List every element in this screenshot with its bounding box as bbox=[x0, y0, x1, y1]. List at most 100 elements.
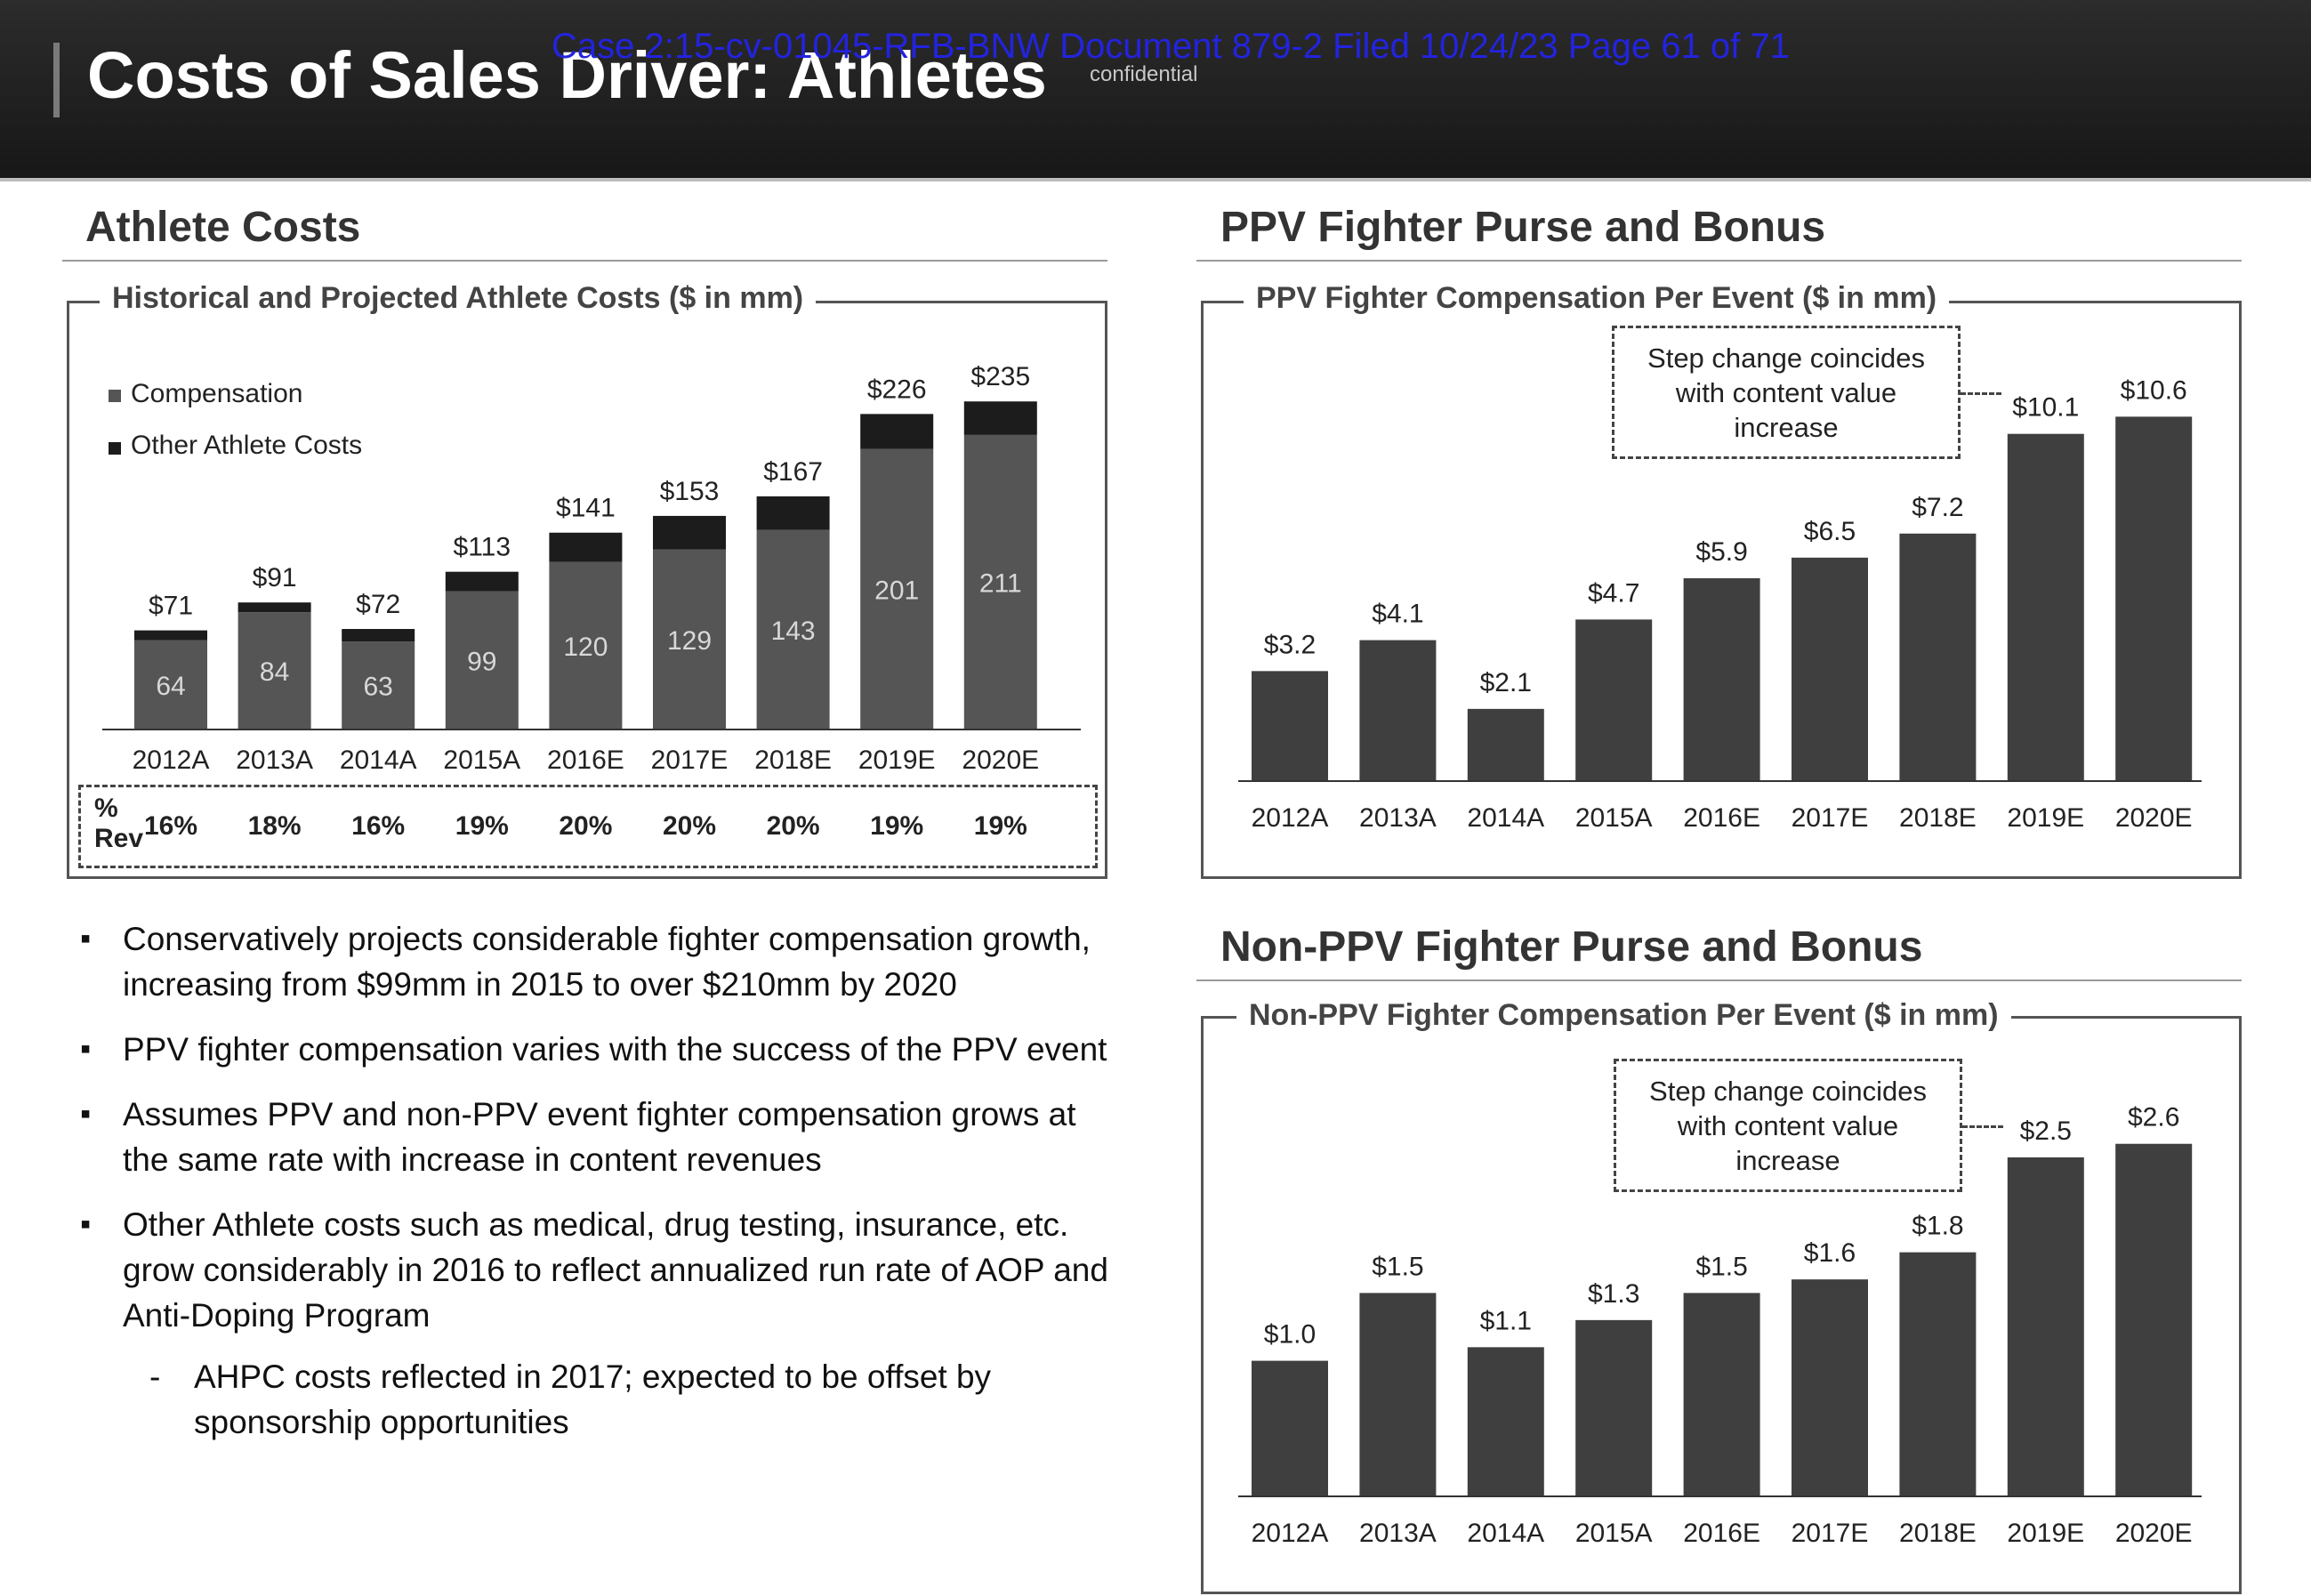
ppv-chart: $3.2 2012A $4.1 2013A $2.1 2014A $4.7 2015A $5.9… bbox=[1238, 375, 2202, 833]
category-tick-label: 2019E bbox=[2007, 1519, 2084, 1548]
pct-rev-value: 19% bbox=[455, 811, 509, 841]
bar-value-label: $1.3 bbox=[1588, 1279, 1639, 1309]
bar-value-label: $1.5 bbox=[1695, 1252, 1747, 1281]
bar-compensation bbox=[756, 529, 830, 729]
ppv-note-text: Step change coincides with content value… bbox=[1617, 341, 1955, 445]
nonppv-note-line3: increase bbox=[1735, 1145, 1840, 1176]
compensation-value-label: 143 bbox=[771, 617, 816, 646]
bar-compensation bbox=[445, 591, 519, 729]
bar-value-label: $2.6 bbox=[2128, 1103, 2179, 1133]
total-value-label: $141 bbox=[556, 494, 616, 523]
bar-compensation bbox=[963, 434, 1037, 729]
bar-value-label: $1.1 bbox=[1480, 1306, 1532, 1335]
bar-other-athlete-costs bbox=[549, 532, 623, 562]
ppv-note-leader bbox=[1961, 392, 2001, 395]
pct-rev-value: 19% bbox=[870, 811, 924, 841]
compensation-value-label: 201 bbox=[874, 576, 919, 605]
bar bbox=[1683, 578, 1760, 781]
category-tick-label: 2014A bbox=[1467, 803, 1544, 833]
legend-label-other: Other Athlete Costs bbox=[131, 431, 362, 460]
nonppv-note-line1: Step change coincides bbox=[1649, 1076, 1927, 1107]
bar-other-athlete-costs bbox=[134, 630, 207, 641]
category-tick-label: 2015A bbox=[1575, 803, 1653, 833]
bar bbox=[1899, 533, 1977, 781]
confidential-mark: confidential bbox=[1090, 62, 1198, 86]
bar bbox=[1252, 1360, 1328, 1496]
pct-rev-value: 18% bbox=[247, 811, 302, 841]
compensation-value-label: 64 bbox=[156, 672, 185, 701]
pct-rev-label: % Rev bbox=[94, 794, 143, 854]
total-value-label: $72 bbox=[356, 590, 400, 619]
athlete-costs-chart-title: Historical and Projected Athlete Costs (… bbox=[100, 281, 817, 316]
court-filing-stamp: Case 2:15-cv-01045-RFB-BNW Document 879-… bbox=[552, 27, 1790, 66]
bar bbox=[1359, 1293, 1437, 1496]
bar-value-label: $2.5 bbox=[2020, 1116, 2072, 1146]
bar-other-athlete-costs bbox=[238, 602, 311, 613]
category-tick-label: 2016E bbox=[547, 746, 624, 775]
bar-value-label: $7.2 bbox=[1912, 493, 1963, 522]
total-value-label: $91 bbox=[253, 563, 297, 592]
bar-value-label: $1.6 bbox=[1804, 1238, 1856, 1268]
compensation-value-label: 63 bbox=[364, 673, 393, 702]
bar-value-label: $3.2 bbox=[1264, 630, 1316, 659]
header-band: Costs of Sales Driver: Athletes Case 2:1… bbox=[0, 0, 2311, 178]
ppv-heading: PPV Fighter Purse and Bonus bbox=[1220, 204, 1826, 251]
legend-swatch-other bbox=[109, 442, 121, 455]
pct-rev-value: 19% bbox=[973, 811, 1027, 841]
bar bbox=[1683, 1293, 1760, 1496]
category-tick-label: 2012A bbox=[1252, 803, 1329, 833]
sub-bullet-item: AHPC costs reflected in 2017; expected t… bbox=[80, 1354, 1112, 1445]
category-tick-label: 2012A bbox=[133, 746, 210, 775]
total-value-label: $153 bbox=[660, 477, 720, 506]
category-tick-label: 2020E bbox=[2115, 803, 2193, 833]
bar-compensation bbox=[134, 640, 207, 729]
category-tick-label: 2015A bbox=[443, 746, 520, 775]
category-tick-label: 2013A bbox=[1359, 1519, 1437, 1548]
nonppv-underline bbox=[1196, 979, 2242, 981]
compensation-value-label: 129 bbox=[667, 626, 712, 656]
bar-other-athlete-costs bbox=[445, 571, 519, 592]
bar-other-athlete-costs bbox=[342, 629, 415, 642]
total-value-label: $71 bbox=[149, 592, 193, 621]
category-tick-label: 2014A bbox=[340, 746, 417, 775]
bar-other-athlete-costs bbox=[860, 414, 934, 449]
ppv-chart-title: PPV Fighter Compensation Per Event ($ in… bbox=[1244, 281, 1950, 316]
bullet-list: Conservatively projects considerable fig… bbox=[80, 916, 1112, 1445]
ppv-underline bbox=[1196, 260, 2242, 262]
category-tick-label: 2014A bbox=[1467, 1519, 1544, 1548]
bar-compensation bbox=[860, 448, 934, 729]
pct-rev-label-line1: % bbox=[94, 794, 118, 823]
bar bbox=[1792, 557, 1868, 781]
bar-compensation bbox=[653, 549, 726, 729]
bar-value-label: $2.1 bbox=[1480, 668, 1532, 697]
page-title: Costs of Sales Driver: Athletes bbox=[87, 38, 1047, 112]
bar bbox=[1575, 619, 1653, 781]
nonppv-note-text: Step change coincides with content value… bbox=[1619, 1074, 1957, 1178]
bar bbox=[1252, 671, 1328, 781]
bar bbox=[2115, 416, 2193, 781]
category-tick-label: 2018E bbox=[1899, 803, 1977, 833]
pct-rev-value: 20% bbox=[766, 811, 820, 841]
bullet-item: PPV fighter compensation varies with the… bbox=[80, 1027, 1112, 1072]
ppv-note-line3: increase bbox=[1734, 412, 1839, 443]
category-tick-label: 2017E bbox=[1792, 1519, 1869, 1548]
pct-rev-value: 16% bbox=[143, 811, 198, 841]
bar bbox=[1792, 1279, 1868, 1496]
category-tick-label: 2020E bbox=[2115, 1519, 2193, 1548]
total-value-label: $113 bbox=[454, 533, 511, 562]
bullet-item: Other Athlete costs such as medical, dru… bbox=[80, 1202, 1112, 1338]
bar-compensation bbox=[342, 641, 415, 729]
category-tick-label: 2018E bbox=[1899, 1519, 1977, 1548]
nonppv-chart: $1.0 2012A $1.5 2013A $1.1 2014A $1.3 2015A $1.5… bbox=[1238, 1103, 2202, 1548]
total-value-label: $167 bbox=[763, 457, 823, 487]
nonppv-heading: Non-PPV Fighter Purse and Bonus bbox=[1220, 923, 1923, 971]
bar-value-label: $6.5 bbox=[1804, 517, 1856, 546]
pct-rev-value: 20% bbox=[559, 811, 613, 841]
bar bbox=[1575, 1319, 1653, 1496]
compensation-value-label: 120 bbox=[563, 633, 608, 662]
pct-rev-value: 20% bbox=[662, 811, 717, 841]
bar-compensation bbox=[549, 561, 623, 729]
bar-other-athlete-costs bbox=[653, 515, 726, 550]
compensation-value-label: 84 bbox=[260, 657, 289, 687]
